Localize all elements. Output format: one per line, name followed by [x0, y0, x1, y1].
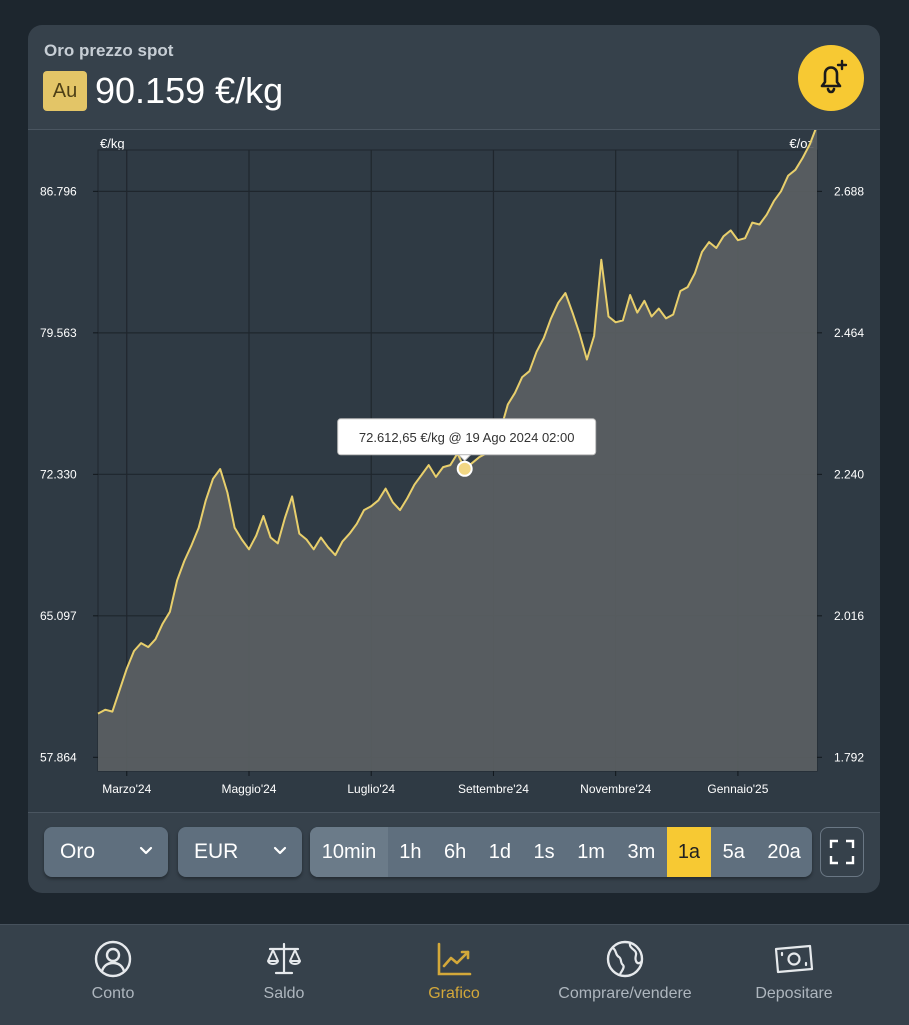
- x-tick-label: Maggio'24: [221, 782, 276, 796]
- range-1m-button[interactable]: 1m: [577, 840, 605, 863]
- tooltip-pointer: [457, 454, 472, 462]
- gold-symbol-badge: Au: [43, 71, 87, 111]
- right-y-tick-label: 2.688: [834, 184, 864, 198]
- price-area: [98, 130, 817, 771]
- bell-plus-icon: [820, 59, 848, 94]
- tooltip-text: 72.612,65 €/kg @ 19 Ago 2024 02:00: [359, 430, 575, 445]
- right-y-tick-label: 2.016: [834, 609, 864, 623]
- nav-item-label: Saldo: [263, 985, 305, 1002]
- nav-item-saldo[interactable]: Saldo: [209, 925, 359, 1025]
- range-1a-button[interactable]: 1a: [666, 827, 712, 877]
- range-1d-button[interactable]: 1d: [488, 840, 512, 863]
- nav-item-grafico[interactable]: Grafico: [379, 925, 529, 1025]
- bottom-navigation: Conto Saldo Grafico: [0, 924, 909, 1025]
- nav-item-label: Grafico: [428, 985, 480, 1002]
- right-y-tick-label: 2.240: [834, 467, 864, 481]
- left-y-tick-label: 72.330: [40, 467, 77, 481]
- currency-select-value: EUR: [194, 840, 239, 863]
- left-y-tick-label: 79.563: [40, 326, 77, 340]
- left-y-tick-label: 86.796: [40, 184, 77, 198]
- left-y-tick-label: 65.097: [40, 609, 77, 623]
- price-chart[interactable]: €/kg €/oz Marzo'24 Maggio'24 Luglio'24 Sett…: [28, 129, 880, 813]
- x-tick-label: Marzo'24: [102, 782, 151, 796]
- range-5a-button[interactable]: 5a: [722, 840, 745, 863]
- nav-item-conto[interactable]: Conto: [38, 925, 188, 1025]
- nav-item-comprare-vendere[interactable]: Comprare/vendere: [545, 925, 705, 1025]
- x-tick-label: Gennaio'25: [707, 782, 768, 796]
- x-tick-label: Novembre'24: [580, 782, 651, 796]
- nav-item-label: Conto: [91, 985, 135, 1002]
- nav-item-label: Depositare: [755, 985, 833, 1002]
- hover-point: [456, 460, 473, 477]
- range-1s-button[interactable]: 1s: [533, 840, 555, 863]
- chart-controls: Oro EUR 10min 1h 6h 1d 1s 1m 3m 1a 5a 20…: [28, 811, 880, 893]
- banknote-icon: [774, 944, 814, 974]
- chevron-down-icon: [139, 846, 153, 855]
- range-6h-button[interactable]: 6h: [444, 840, 467, 863]
- chart-icon: [437, 942, 472, 976]
- left-axis-unit: €/kg: [100, 136, 125, 151]
- x-tick-label: Settembre'24: [458, 782, 529, 796]
- price-chart-svg[interactable]: €/kg €/oz Marzo'24 Maggio'24 Luglio'24 Sett…: [28, 130, 880, 812]
- nav-item-depositare[interactable]: Depositare: [719, 925, 869, 1025]
- globe-icon: [606, 940, 644, 978]
- right-y-tick-label: 2.464: [834, 326, 864, 340]
- price-card: Oro prezzo spot Au 90.159 €/kg €/kg €/oz…: [28, 25, 880, 893]
- right-y-tick-label: 1.792: [834, 750, 864, 764]
- time-range-selector: 10min 1h 6h 1d 1s 1m 3m 1a 5a 20a: [310, 827, 812, 877]
- add-alert-button[interactable]: [798, 45, 864, 111]
- chevron-down-icon: [273, 846, 287, 855]
- currency-select[interactable]: EUR: [178, 827, 302, 877]
- range-3m-button[interactable]: 3m: [627, 840, 656, 863]
- spot-price-subtitle: Oro prezzo spot: [44, 41, 174, 60]
- left-y-tick-label: 57.864: [40, 750, 77, 764]
- x-tick-label: Luglio'24: [347, 782, 395, 796]
- metal-select[interactable]: Oro: [44, 827, 168, 877]
- metal-select-value: Oro: [60, 840, 96, 863]
- fullscreen-button[interactable]: [820, 827, 864, 877]
- spot-price-value: 90.159 €/kg: [95, 70, 284, 111]
- range-10min-button[interactable]: 10min: [310, 827, 388, 877]
- range-1h-button[interactable]: 1h: [399, 840, 422, 863]
- scale-icon: [267, 942, 301, 975]
- fullscreen-icon: [829, 839, 855, 865]
- user-icon: [94, 940, 132, 978]
- range-20a-button[interactable]: 20a: [767, 840, 801, 863]
- nav-item-label: Comprare/vendere: [558, 985, 692, 1002]
